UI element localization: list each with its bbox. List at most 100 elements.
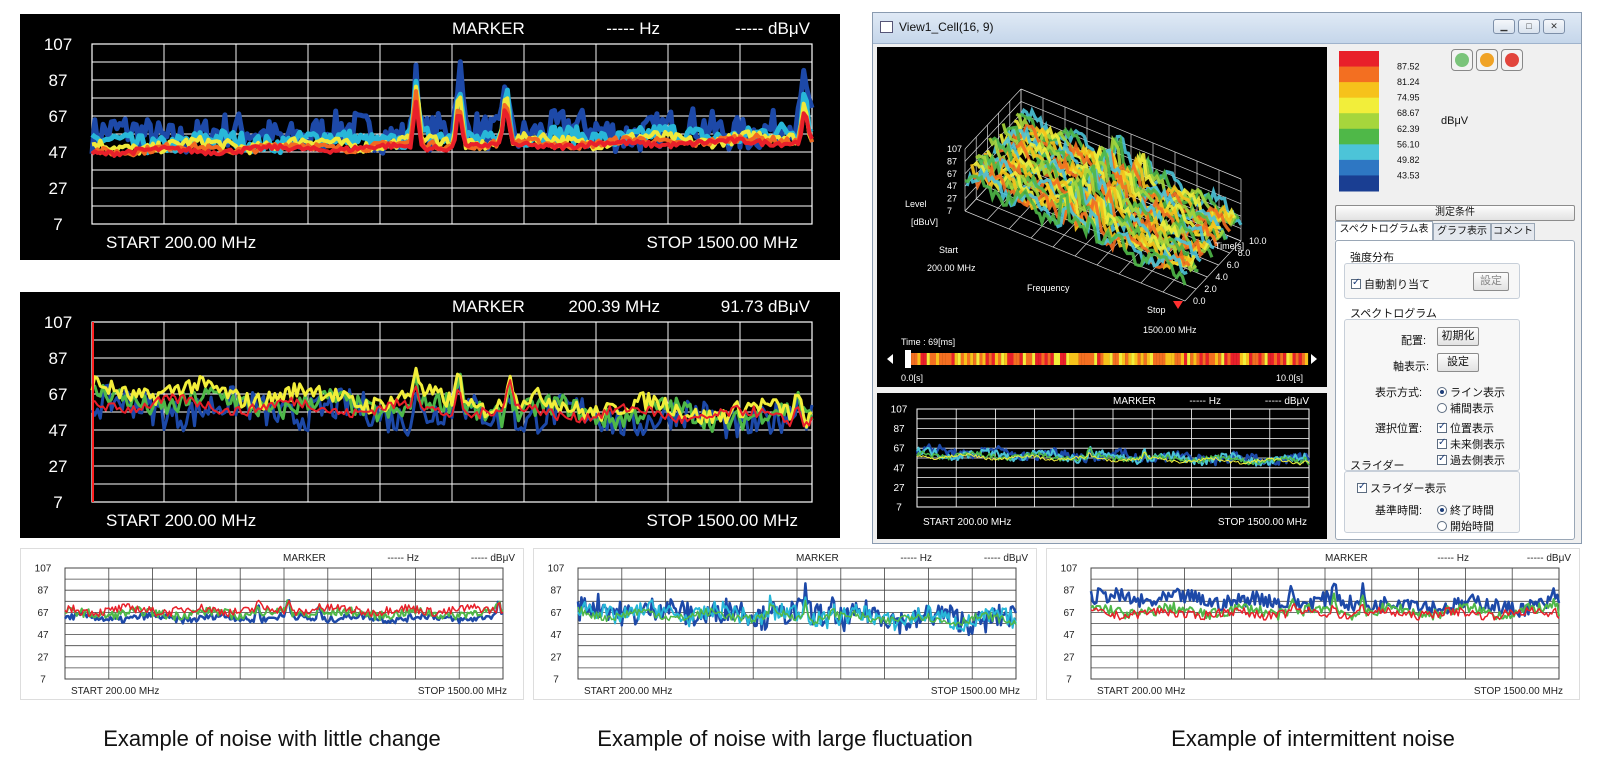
time-slider-cell <box>973 353 977 365</box>
future-show-checkbox[interactable]: 未来側表示 <box>1437 436 1505 452</box>
waterfall-3d-view[interactable]: 107 87 67 47 27 7 Level [dBuV] 10.0 8.0 6.0 4.0 2.0 0… <box>877 47 1327 387</box>
stop-frequency: STOP 1500.00 MHz <box>1474 686 1563 697</box>
time-slider-cell <box>967 353 971 365</box>
app-icon <box>880 21 893 33</box>
time-slider-cell <box>1109 353 1113 365</box>
start-frequency: START 200.00 MHz <box>1097 686 1185 697</box>
time-slider-cell <box>926 353 930 365</box>
y-tick-label: 47 <box>49 143 68 162</box>
slider-show-checkbox[interactable]: スライダー表示 <box>1357 480 1447 496</box>
y-tick-label: 107 <box>891 405 908 416</box>
time-slider-cell <box>1159 353 1163 365</box>
time-slider-cell <box>1280 353 1284 365</box>
marker-label: MARKER <box>796 553 839 564</box>
layout-reset-button[interactable]: 初期化 <box>1437 327 1479 346</box>
stop-frequency: STOP 1500.00 MHz <box>646 233 798 252</box>
caption-intermittent: Example of intermittent noise <box>1171 726 1455 751</box>
time-slider-cell <box>1032 353 1036 365</box>
display-line-radio[interactable]: ライン表示 <box>1437 384 1505 400</box>
time-slider-cell <box>1283 353 1287 365</box>
level-axis-label: Level <box>905 199 927 209</box>
time-slider-cell <box>942 353 946 365</box>
maximize-button[interactable]: □ <box>1518 19 1540 34</box>
start-time-radio[interactable]: 開始時間 <box>1437 518 1494 534</box>
start-time-label: 開始時間 <box>1450 521 1494 533</box>
marker-level: 91.73 dBμV <box>721 297 811 316</box>
play-button[interactable] <box>1451 49 1473 71</box>
start-frequency: START 200.00 MHz <box>106 233 256 252</box>
slider-left-arrow-icon <box>887 354 893 364</box>
stop-button[interactable] <box>1501 49 1523 71</box>
y-tick-label: 87 <box>37 586 49 597</box>
marker-frequency: 200.39 MHz <box>568 297 660 316</box>
slider-title: スライダー <box>1350 460 1405 472</box>
auto-assign-checkbox[interactable]: 自動割り当て <box>1351 276 1430 292</box>
reference-time-label: 基準時間: <box>1375 505 1423 517</box>
color-band <box>1339 144 1379 161</box>
past-show-checkbox[interactable]: 過去側表示 <box>1437 452 1505 468</box>
spectrum-chart-1: 107 87 67 47 27 7 MARKER ----- Hz ----- dBμV STAR… <box>20 14 840 260</box>
time-slider-cell <box>1174 353 1178 365</box>
color-scale-value: 74.95 <box>1397 93 1420 103</box>
y-tick-label: 27 <box>1063 652 1075 663</box>
y-tick-label: 47 <box>550 630 562 641</box>
display-interp-radio[interactable]: 補間表示 <box>1437 400 1494 416</box>
spectrum-chart-intermittent: 107 87 67 47 27 7 MARKER ----- Hz ----- dBμV STAR… <box>1046 548 1580 700</box>
time-slider-cell <box>1146 353 1150 365</box>
y-tick-label: 47 <box>37 630 49 641</box>
time-slider-cell <box>998 353 1002 365</box>
measurement-conditions-button[interactable]: 測定条件 <box>1335 205 1575 221</box>
time-slider-cell <box>1097 353 1101 365</box>
level-tick-label: 7 <box>947 206 952 216</box>
color-band <box>1339 51 1379 68</box>
color-scale-value: 49.82 <box>1397 155 1420 165</box>
y-tick-label: 87 <box>550 586 562 597</box>
pause-button[interactable] <box>1476 49 1498 71</box>
tab-spectrogram[interactable]: スペクトログラム表示 <box>1335 221 1433 251</box>
level-tick-label: 87 <box>947 156 957 166</box>
time-slider-cell <box>1249 353 1253 365</box>
intensity-set-button[interactable]: 設定 <box>1473 272 1509 291</box>
time-slider-cell <box>1168 353 1172 365</box>
marker-label: MARKER <box>452 19 525 38</box>
time-slider-cell <box>1236 353 1240 365</box>
tab-graph[interactable]: グラフ表示 <box>1433 223 1491 240</box>
minimize-button[interactable]: ▁ <box>1493 19 1515 34</box>
window-title: View1_Cell(16, 9) <box>899 20 994 34</box>
position-show-checkbox[interactable]: 位置表示 <box>1437 420 1494 436</box>
marker-frequency: ----- Hz <box>1189 396 1221 407</box>
y-tick-label: 67 <box>1063 608 1075 619</box>
color-scale-unit: dBμV <box>1441 115 1469 127</box>
time-slider-cell <box>1041 353 1045 365</box>
window-titlebar[interactable]: View1_Cell(16, 9) ▁ □ ✕ <box>873 13 1581 44</box>
time-slider-cell <box>1122 353 1126 365</box>
y-tick-label: 107 <box>35 564 52 575</box>
stop-frequency: STOP 1500.00 MHz <box>646 511 798 530</box>
floor-grid-line <box>976 198 1197 290</box>
end-time-label: 終了時間 <box>1450 505 1494 517</box>
y-tick-label: 27 <box>550 652 562 663</box>
marker-frequency: ----- Hz <box>387 553 419 564</box>
time-slider-cell <box>1221 353 1225 365</box>
past-show-check-icon <box>1437 453 1447 465</box>
end-time-radio[interactable]: 終了時間 <box>1437 502 1494 518</box>
color-band <box>1339 82 1379 99</box>
marker-label: MARKER <box>283 553 326 564</box>
time-tick-label: 8.0 <box>1238 248 1251 258</box>
close-button[interactable]: ✕ <box>1543 19 1565 34</box>
color-scale: 87.52 81.24 74.95 68.67 62.39 56.10 49.82 43.53 <box>1335 47 1445 197</box>
marker-level: ----- dBμV <box>735 19 811 38</box>
time-slider-cell <box>1208 353 1212 365</box>
time-slider-cell <box>1270 353 1274 365</box>
slider-show-label: スライダー表示 <box>1370 483 1447 495</box>
y-tick-label: 67 <box>49 385 68 404</box>
tab-comment[interactable]: コメント <box>1491 223 1535 240</box>
floor-grid-line <box>964 210 1186 302</box>
time-slider-cell <box>991 353 995 365</box>
color-band <box>1339 175 1379 192</box>
noise-trace <box>1090 603 1560 621</box>
marker-frequency: ----- Hz <box>606 19 660 38</box>
stop-marker-icon <box>1173 301 1183 309</box>
axis-set-button[interactable]: 設定 <box>1437 353 1479 372</box>
display-line-label: ライン表示 <box>1450 387 1505 399</box>
